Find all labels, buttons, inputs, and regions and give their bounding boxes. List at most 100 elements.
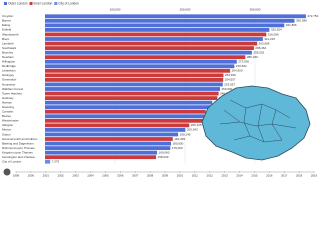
timeline-label: 2009 bbox=[162, 174, 169, 178]
value-label: 264,500 bbox=[232, 69, 243, 73]
value-label: 248,000 bbox=[220, 91, 231, 95]
timeline-label: 2008 bbox=[147, 174, 154, 178]
value-label: 206,125 bbox=[191, 123, 202, 127]
bar bbox=[45, 118, 204, 123]
timeline-label: 2018 bbox=[296, 174, 303, 178]
legend-swatch bbox=[54, 2, 58, 5]
value-label: 311,215 bbox=[264, 37, 275, 41]
value-label: 254,926 bbox=[225, 73, 236, 77]
value-label: 179,000 bbox=[172, 146, 183, 150]
value-label: 273,936 bbox=[238, 60, 249, 64]
map-outline bbox=[201, 85, 311, 161]
x-tick-label: 300,000 bbox=[250, 7, 261, 11]
legend-swatch bbox=[29, 2, 33, 5]
y-tick-label: Richmond upon Thames bbox=[2, 146, 35, 150]
y-tick-label: Kingston upon Thames bbox=[2, 150, 33, 154]
y-tick-label: Wandsworth bbox=[2, 32, 19, 36]
y-tick-label: Sutton bbox=[2, 132, 11, 136]
bar bbox=[45, 105, 212, 110]
value-label: 298,464 bbox=[255, 46, 266, 50]
y-tick-label: Greenwich bbox=[2, 78, 17, 82]
value-label: 372,752 bbox=[307, 14, 318, 18]
timeline-label: 2015 bbox=[251, 174, 258, 178]
y-tick-label: Bexley bbox=[2, 114, 12, 118]
y-tick-label: City of London bbox=[2, 160, 22, 164]
y-tick-label: Westminster bbox=[2, 119, 19, 123]
bar bbox=[45, 141, 171, 146]
legend-label: City of London bbox=[58, 1, 79, 5]
bar bbox=[45, 150, 158, 155]
legend-swatch bbox=[4, 2, 7, 5]
timeline-label: 2007 bbox=[132, 174, 139, 178]
value-label: 295,532 bbox=[253, 50, 264, 54]
bar bbox=[45, 78, 224, 82]
bar bbox=[45, 64, 235, 69]
bar bbox=[45, 37, 263, 41]
y-tick-label: Lambeth bbox=[2, 41, 14, 45]
chart: Outer London Inner London City of London 10… bbox=[2, 1, 319, 178]
bar bbox=[45, 23, 285, 28]
timeline-label: 2003 bbox=[72, 174, 79, 178]
bar bbox=[45, 100, 213, 105]
timeline-label: 2000 bbox=[28, 174, 35, 178]
bar bbox=[45, 123, 190, 128]
y-tick-label: Barnet bbox=[2, 19, 11, 23]
value-label: 180,000 bbox=[173, 141, 184, 145]
y-tick-label: Havering bbox=[2, 105, 14, 109]
bar bbox=[45, 28, 270, 32]
x-tick-label: 100,000 bbox=[110, 7, 121, 11]
value-label: 200,543 bbox=[187, 128, 198, 132]
x-tick-label: 200,000 bbox=[180, 7, 191, 11]
value-label: 356,386 bbox=[296, 19, 307, 23]
timeline-label: 2017 bbox=[281, 174, 288, 178]
y-tick-label: Tower Hamlets bbox=[2, 91, 22, 95]
timeline-label: 2014 bbox=[236, 174, 243, 178]
timeline-label: 2006 bbox=[117, 174, 124, 178]
y-tick-label: Hounslow bbox=[2, 82, 16, 86]
bar bbox=[45, 82, 223, 87]
value-label: 190,146 bbox=[180, 132, 191, 136]
map-borders bbox=[219, 99, 297, 143]
y-tick-label: Brent bbox=[2, 37, 9, 41]
value-label: 286,180 bbox=[247, 55, 258, 59]
bar bbox=[45, 50, 252, 55]
timeline-label: 2011 bbox=[192, 174, 198, 178]
y-tick-label: Merton bbox=[2, 128, 12, 132]
bar bbox=[45, 128, 186, 132]
value-label: 341,806 bbox=[286, 23, 297, 27]
y-tick-label: Enfield bbox=[2, 28, 12, 32]
value-label: 270,502 bbox=[236, 64, 247, 68]
value-label: 182,493 bbox=[174, 137, 185, 141]
timeline-label: 2016 bbox=[266, 174, 273, 178]
timeline-label: 2019 bbox=[311, 174, 318, 178]
bar bbox=[45, 55, 246, 60]
map bbox=[201, 85, 311, 161]
play-button[interactable] bbox=[3, 168, 11, 176]
bar bbox=[45, 137, 173, 141]
bar bbox=[45, 146, 171, 150]
y-tick-label: Camden bbox=[2, 110, 14, 114]
y-tick-label: Haringey bbox=[2, 73, 15, 77]
bar bbox=[45, 155, 157, 160]
y-tick-label: Harrow bbox=[2, 100, 13, 104]
legend-label: Inner London bbox=[34, 1, 53, 5]
value-label: 160,060 bbox=[159, 150, 170, 154]
value-label: 320,524 bbox=[271, 28, 282, 32]
value-label: 253,957 bbox=[224, 82, 235, 86]
bar bbox=[45, 59, 237, 64]
bar bbox=[45, 73, 224, 78]
timeline-label: 2005 bbox=[102, 174, 109, 178]
y-tick-label: Hillingdon bbox=[2, 60, 16, 64]
timeline-label: 2010 bbox=[177, 174, 184, 178]
timeline-label: 1999 bbox=[13, 174, 20, 178]
bar bbox=[45, 132, 179, 137]
y-tick-label: Ealing bbox=[2, 23, 11, 27]
timeline-label: 2013 bbox=[221, 174, 228, 178]
value-label: 158,649 bbox=[158, 155, 169, 159]
y-tick-label: Croydon bbox=[2, 14, 14, 18]
bar bbox=[45, 87, 220, 91]
bar bbox=[45, 18, 295, 23]
timeline-label: 2002 bbox=[58, 174, 65, 178]
y-tick-label: Waltham Forest bbox=[2, 87, 23, 91]
y-tick-label: Hackney bbox=[2, 96, 14, 100]
